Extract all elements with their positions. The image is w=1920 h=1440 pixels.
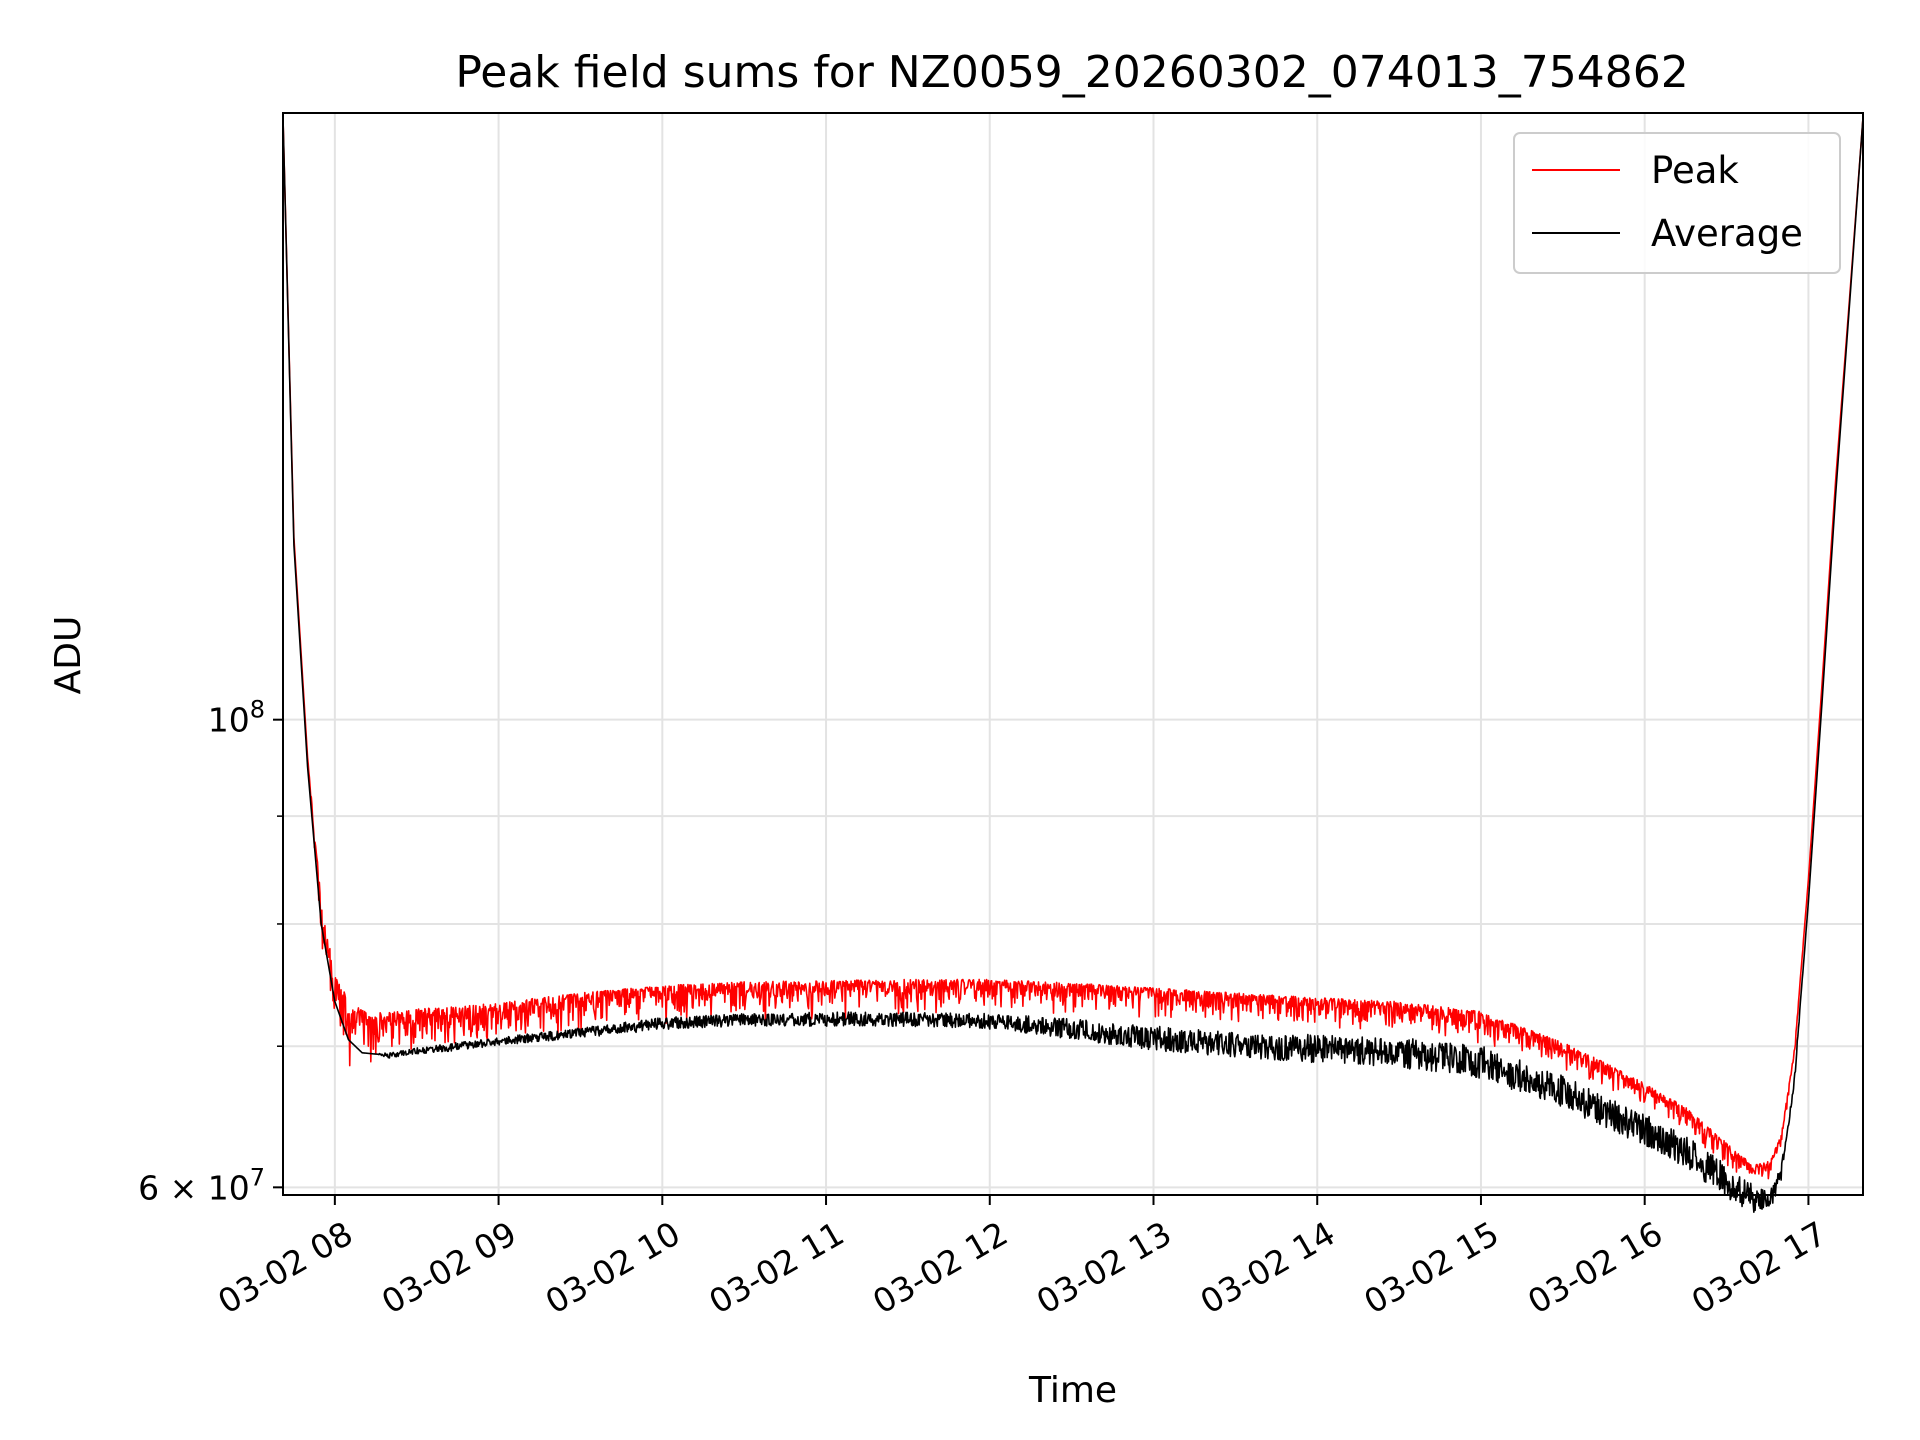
x-axis-label: Time [1028, 1370, 1117, 1411]
y-tick-base: 10 [208, 1168, 250, 1207]
legend-label-peak: Peak [1651, 149, 1739, 192]
y-tick-label: 108 [208, 696, 265, 740]
y-tick-exponent: 8 [250, 696, 265, 724]
chart-title: Peak field sums for NZ0059_20260302_0740… [455, 47, 1688, 98]
series-layer [282, 117, 1864, 1214]
legend: Peak Average [1513, 132, 1841, 274]
series-line-average [282, 117, 1864, 1214]
plot-frame [282, 112, 1864, 1196]
legend-box [1513, 132, 1841, 274]
y-tick-label: 6 × 107 [138, 1163, 265, 1207]
y-axis-label: ADU [48, 616, 89, 695]
y-tick-exponent: 7 [250, 1163, 265, 1191]
plot-area [283, 113, 1863, 1195]
legend-label-average: Average [1651, 212, 1803, 255]
series-line-peak [282, 117, 1864, 1180]
y-tick-base: 10 [208, 701, 250, 740]
y-tick-mantissa: 6 × [138, 1168, 208, 1207]
